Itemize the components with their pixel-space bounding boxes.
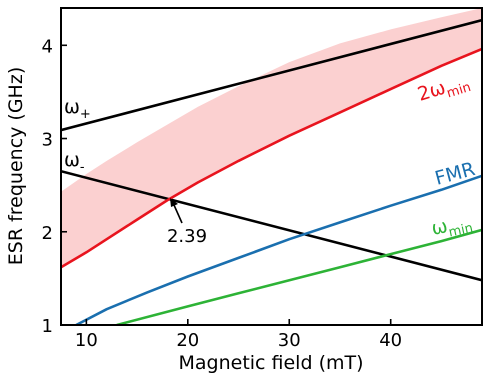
series-line-2 — [61, 47, 482, 269]
series-line-4 — [116, 228, 482, 325]
label-omega-plus: ω+ — [64, 96, 91, 122]
y-tick-label: 1 — [42, 316, 53, 337]
y-axis-label: ESR frequency (GHz) — [5, 67, 27, 265]
y-tick-label: 4 — [42, 36, 53, 57]
x-axis-label: Magnetic field (mT) — [178, 352, 363, 374]
label-omega-min: ωmin — [429, 210, 474, 244]
series-line-1 — [61, 169, 482, 282]
annotation-label: 2.39 — [167, 226, 207, 247]
band-area — [61, 8, 482, 268]
label-omega-minus: ω- — [64, 149, 85, 175]
y-tick-label: 2 — [42, 223, 53, 244]
uncertainty-band — [61, 8, 482, 268]
x-tick-label: 30 — [278, 330, 301, 351]
y-tick-label: 3 — [42, 130, 53, 151]
label-fmr: FMR — [433, 158, 478, 190]
x-tick-label: 20 — [176, 330, 199, 351]
annotation-arrow-line — [173, 204, 183, 224]
x-tick-label: 40 — [379, 330, 402, 351]
axis-ticks: 10 20 30 40 1 2 3 4 — [42, 36, 403, 351]
x-tick-label: 10 — [75, 330, 98, 351]
series-line-3 — [75, 174, 482, 325]
annotation-arrowhead — [170, 198, 178, 207]
label-2omega-min: 2ωmin — [415, 69, 473, 109]
series-lines — [61, 18, 482, 325]
series-line-0 — [61, 18, 482, 132]
plot-frame — [60, 7, 483, 326]
